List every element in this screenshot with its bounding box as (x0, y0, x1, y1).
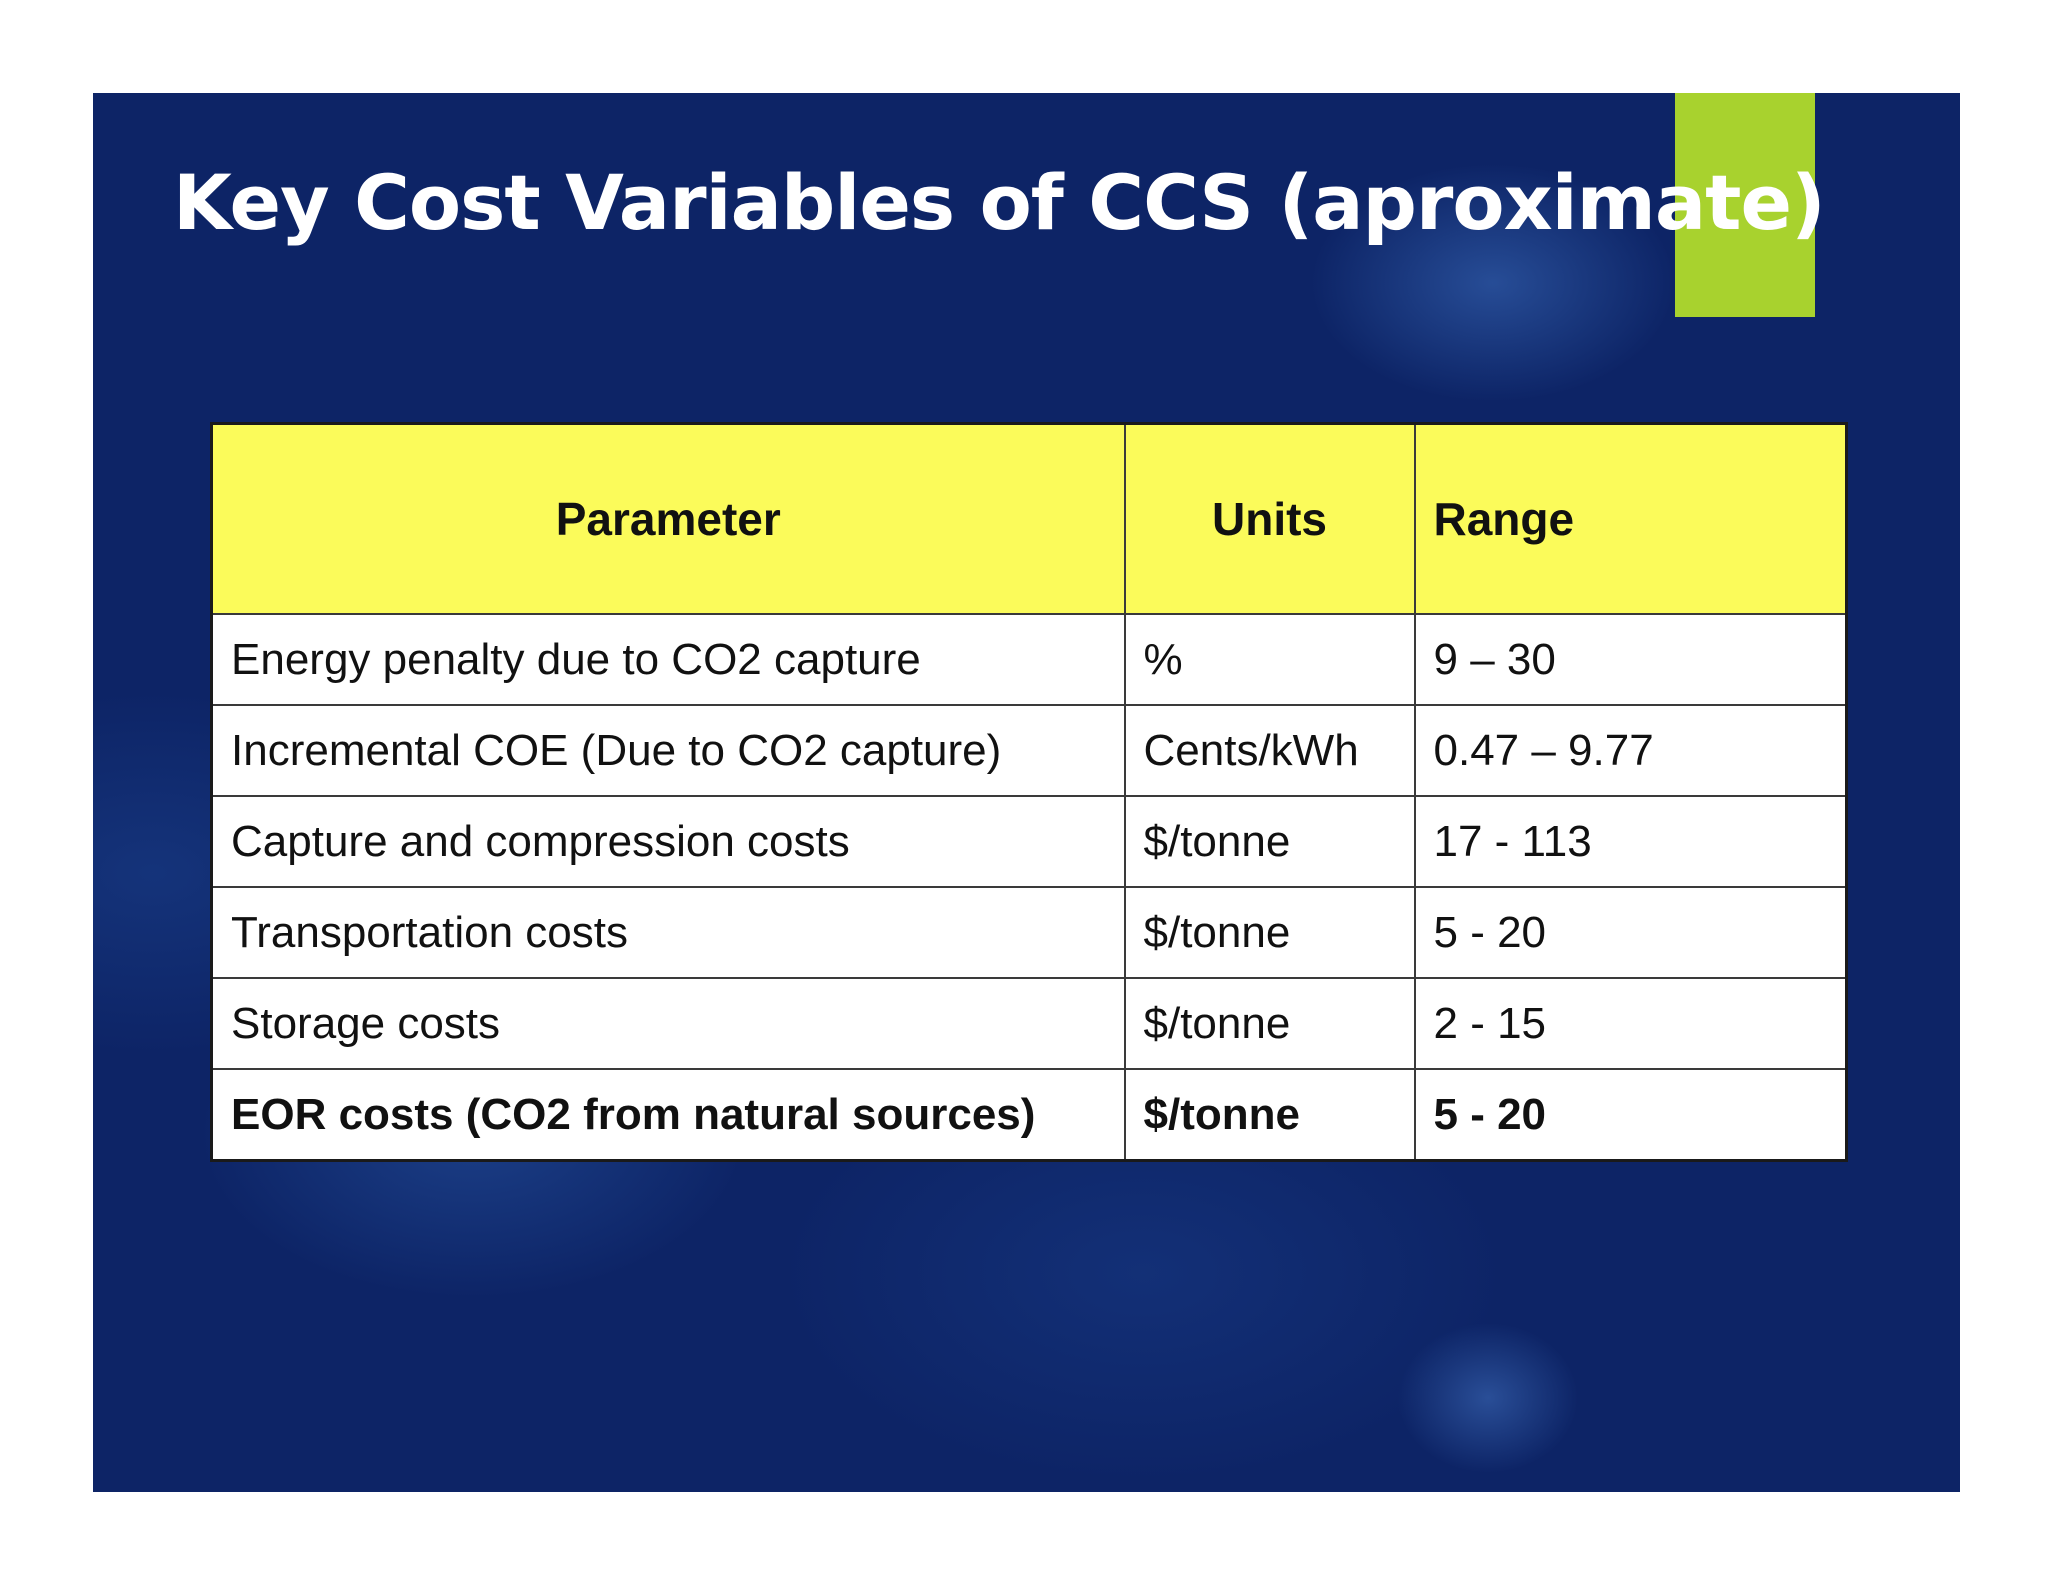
table-header-row: Parameter Units Range (210, 422, 1848, 615)
table-row: Incremental COE (Due to CO2 capture) Cen… (210, 704, 1848, 797)
cell-parameter: Capture and compression costs (210, 795, 1126, 888)
header-range: Range (1413, 422, 1848, 615)
header-units: Units (1123, 422, 1416, 615)
header-parameter: Parameter (210, 422, 1126, 615)
cell-parameter: Storage costs (210, 977, 1126, 1070)
table-row: Transportation costs $/tonne 5 - 20 (210, 886, 1848, 979)
table-row: EOR costs (CO2 from natural sources) $/t… (210, 1068, 1848, 1162)
cell-parameter: Incremental COE (Due to CO2 capture) (210, 704, 1126, 797)
cell-parameter: Energy penalty due to CO2 capture (210, 613, 1126, 706)
cell-units: $/tonne (1123, 1068, 1416, 1162)
cell-range: 17 - 113 (1413, 795, 1848, 888)
cell-range: 2 - 15 (1413, 977, 1848, 1070)
cell-units: Cents/kWh (1123, 704, 1416, 797)
slide-title: Key Cost Variables of CCS (aproximate) (173, 158, 1826, 247)
cell-units: % (1123, 613, 1416, 706)
table-row: Storage costs $/tonne 2 - 15 (210, 977, 1848, 1070)
cell-range: 0.47 – 9.77 (1413, 704, 1848, 797)
table-row: Energy penalty due to CO2 capture % 9 – … (210, 613, 1848, 706)
slide: Key Cost Variables of CCS (aproximate) P… (93, 93, 1960, 1492)
accent-bar (1675, 93, 1815, 317)
cell-range: 9 – 30 (1413, 613, 1848, 706)
table-row: Capture and compression costs $/tonne 17… (210, 795, 1848, 888)
cell-parameter: EOR costs (CO2 from natural sources) (210, 1068, 1126, 1162)
cell-units: $/tonne (1123, 977, 1416, 1070)
cell-range: 5 - 20 (1413, 886, 1848, 979)
cell-units: $/tonne (1123, 886, 1416, 979)
cell-range: 5 - 20 (1413, 1068, 1848, 1162)
cost-variables-table: Parameter Units Range Energy penalty due… (210, 422, 1848, 1162)
cell-parameter: Transportation costs (210, 886, 1126, 979)
cell-units: $/tonne (1123, 795, 1416, 888)
